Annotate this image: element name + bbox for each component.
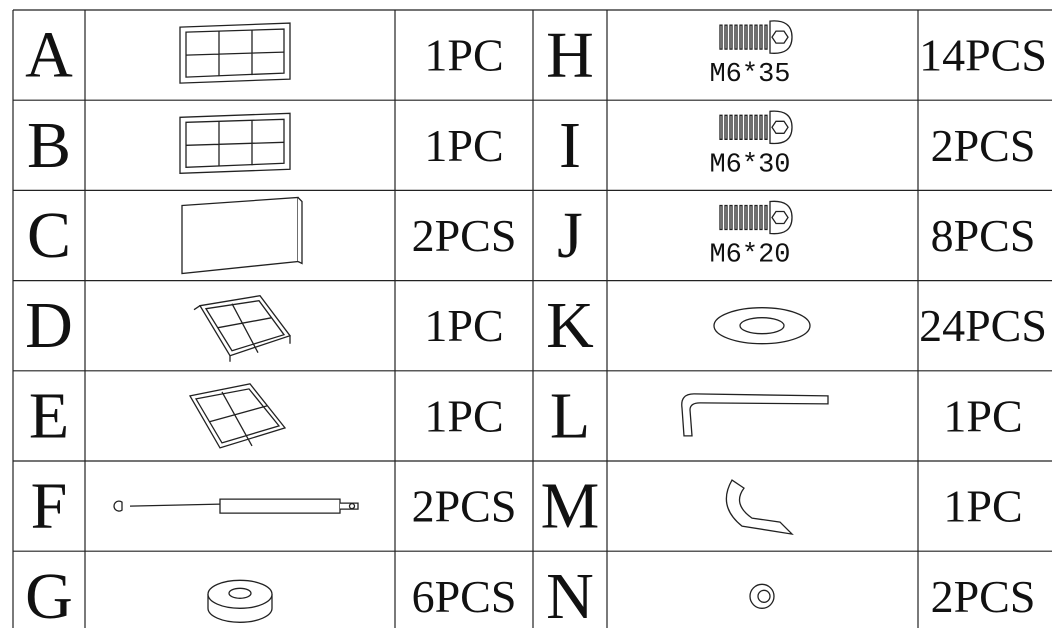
part-letter: H bbox=[546, 19, 594, 92]
icon-stroke bbox=[759, 114, 763, 140]
part-qty: 2PCS bbox=[931, 120, 1036, 171]
part-spec: M6*30 bbox=[709, 150, 790, 180]
part-letter: N bbox=[546, 560, 594, 628]
part-letter: A bbox=[25, 19, 73, 92]
icon-stroke bbox=[764, 204, 768, 231]
icon-stroke bbox=[754, 204, 758, 231]
part-letter: L bbox=[550, 379, 590, 452]
part-icon bbox=[207, 579, 273, 623]
icon-stroke bbox=[754, 24, 758, 50]
part-letter: G bbox=[25, 560, 73, 628]
part-qty: 2PCS bbox=[931, 571, 1036, 622]
part-qty: 2PCS bbox=[412, 210, 517, 261]
part-qty: 8PCS bbox=[931, 210, 1036, 261]
icon-stroke bbox=[217, 303, 273, 354]
part-icon bbox=[179, 112, 291, 174]
part-icon bbox=[719, 200, 793, 235]
part-spec: M6*20 bbox=[709, 241, 790, 271]
icon-stroke bbox=[208, 391, 268, 447]
icon-stroke bbox=[739, 24, 743, 50]
icon-stroke bbox=[729, 24, 733, 50]
icon-stroke bbox=[724, 24, 728, 50]
part-qty: 1PC bbox=[424, 390, 503, 441]
icon-stroke bbox=[771, 210, 789, 225]
icon-stroke bbox=[194, 388, 281, 444]
part-icon bbox=[188, 383, 287, 449]
part-icon bbox=[749, 583, 775, 609]
icon-stroke bbox=[734, 204, 738, 231]
part-icon bbox=[713, 307, 811, 345]
icon-stroke bbox=[185, 120, 285, 167]
part-qty: 1PC bbox=[424, 120, 503, 171]
icon-stroke bbox=[193, 305, 291, 362]
part-icon bbox=[719, 110, 793, 145]
icon-stroke bbox=[744, 114, 748, 140]
icon-stroke bbox=[749, 24, 753, 50]
icon-stroke bbox=[348, 502, 356, 510]
icon-stroke bbox=[744, 24, 748, 50]
part-qty: 24PCS bbox=[919, 300, 1047, 351]
icon-stroke bbox=[734, 114, 738, 140]
icon-stroke bbox=[725, 479, 794, 536]
part-letter: E bbox=[29, 379, 69, 452]
part-icon bbox=[193, 294, 292, 362]
part-letter: B bbox=[27, 109, 71, 182]
part-icon bbox=[179, 22, 291, 84]
part-qty: 14PCS bbox=[919, 30, 1047, 81]
icon-stroke bbox=[749, 114, 753, 140]
part-qty: 1PC bbox=[943, 390, 1022, 441]
icon-stroke bbox=[739, 114, 743, 140]
icon-stroke bbox=[759, 204, 763, 231]
icon-stroke bbox=[764, 24, 768, 50]
part-icon bbox=[113, 498, 359, 514]
part-qty: 1PC bbox=[943, 481, 1022, 532]
icon-stroke bbox=[744, 204, 748, 231]
icon-stroke bbox=[734, 24, 738, 50]
icon-stroke bbox=[759, 24, 763, 50]
part-qty: 2PCS bbox=[412, 481, 517, 532]
icon-stroke bbox=[297, 197, 303, 265]
part-icon bbox=[719, 20, 793, 54]
part-qty: 1PC bbox=[424, 30, 503, 81]
part-qty: 6PCS bbox=[412, 571, 517, 622]
part-icon bbox=[181, 196, 303, 275]
icon-stroke bbox=[771, 30, 789, 44]
part-icon bbox=[725, 479, 794, 536]
icon-stroke bbox=[204, 299, 286, 352]
icon-stroke bbox=[719, 24, 723, 50]
icon-stroke bbox=[181, 196, 299, 275]
part-qty: 1PC bbox=[424, 300, 503, 351]
part-letter: K bbox=[546, 289, 594, 362]
icon-stroke bbox=[724, 204, 728, 231]
icon-stroke bbox=[228, 587, 252, 599]
icon-stroke bbox=[113, 500, 123, 512]
icon-stroke bbox=[771, 120, 789, 134]
part-letter: J bbox=[557, 199, 583, 272]
icon-stroke bbox=[749, 204, 753, 231]
icon-stroke bbox=[185, 30, 285, 77]
icon-stroke bbox=[219, 498, 341, 514]
part-letter: I bbox=[559, 109, 581, 182]
icon-stroke bbox=[764, 114, 768, 140]
icon-stroke bbox=[719, 204, 723, 231]
icon-stroke bbox=[729, 204, 733, 231]
part-letter: M bbox=[541, 470, 600, 543]
icon-stroke bbox=[739, 317, 785, 335]
icon-stroke bbox=[754, 114, 758, 140]
icon-stroke bbox=[129, 503, 221, 507]
icon-stroke bbox=[757, 589, 771, 603]
icon-stroke bbox=[739, 204, 743, 231]
icon-stroke bbox=[681, 393, 829, 437]
part-letter: D bbox=[25, 289, 73, 362]
part-icon bbox=[681, 393, 829, 437]
part-letter: C bbox=[27, 199, 71, 272]
part-letter: F bbox=[31, 470, 68, 543]
part-spec: M6*35 bbox=[709, 60, 790, 90]
icon-stroke bbox=[729, 114, 733, 140]
icon-stroke bbox=[724, 114, 728, 140]
icon-stroke bbox=[719, 114, 723, 140]
